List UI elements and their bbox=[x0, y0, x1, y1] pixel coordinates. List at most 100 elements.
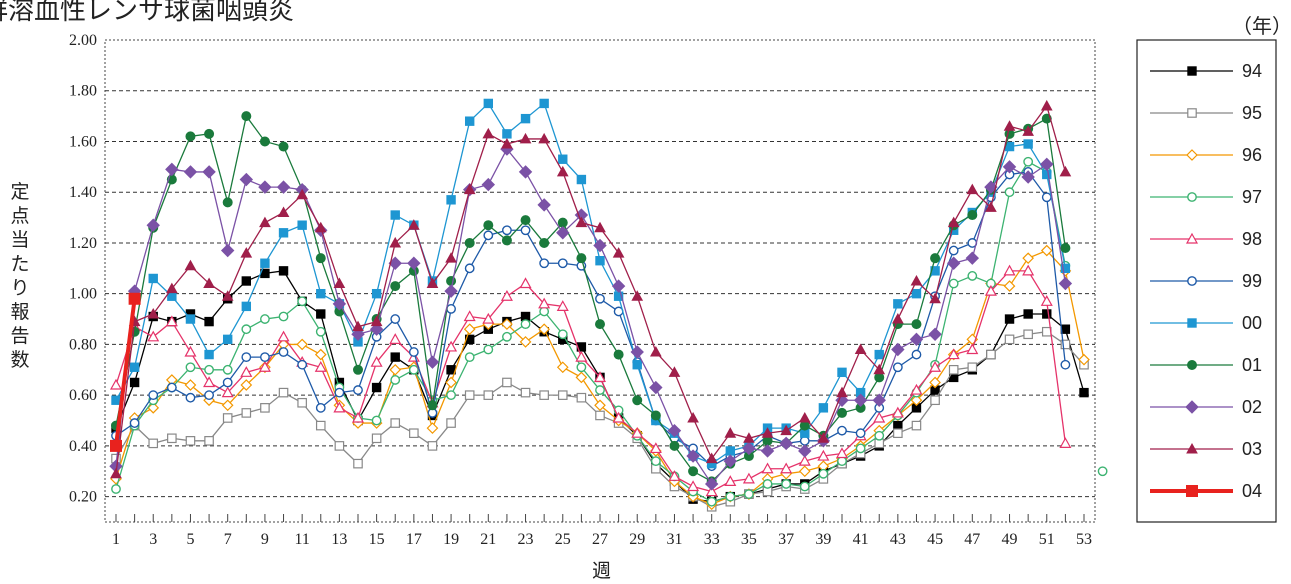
data-point-99 bbox=[483, 230, 494, 241]
data-point-98 bbox=[593, 371, 607, 382]
data-point-95 bbox=[1023, 329, 1033, 340]
data-point-02 bbox=[779, 436, 793, 451]
data-point-98 bbox=[240, 366, 253, 377]
legend-marker bbox=[1187, 360, 1197, 370]
data-point-03 bbox=[873, 363, 886, 375]
data-point-99 bbox=[260, 352, 270, 363]
data-point-97 bbox=[260, 314, 270, 324]
legend-label: 04 bbox=[1242, 481, 1262, 501]
data-point-01 bbox=[204, 128, 215, 139]
data-point-00 bbox=[371, 288, 382, 299]
data-point-99 bbox=[539, 258, 550, 269]
data-point-01 bbox=[669, 440, 680, 451]
y-tick-label: 1.80 bbox=[69, 83, 97, 100]
data-point-02 bbox=[798, 444, 812, 458]
data-point-00 bbox=[520, 113, 531, 124]
data-point-00 bbox=[185, 314, 196, 324]
data-point-95 bbox=[446, 418, 456, 428]
legend-entry-99: 99 bbox=[1150, 271, 1262, 291]
data-point-97 bbox=[185, 362, 196, 373]
y-tick-label: 2.00 bbox=[69, 32, 97, 49]
data-point-95 bbox=[371, 433, 382, 444]
x-tick-label: 1 bbox=[112, 531, 120, 548]
data-point-00 bbox=[316, 288, 326, 299]
data-point-02 bbox=[146, 218, 160, 232]
legend-marker bbox=[1186, 485, 1198, 497]
data-point-96 bbox=[910, 394, 923, 407]
data-point-98 bbox=[445, 340, 458, 352]
legend-label: 99 bbox=[1242, 271, 1262, 291]
x-tick-label: 25 bbox=[555, 531, 571, 548]
data-point-01 bbox=[241, 111, 252, 122]
data-point-03 bbox=[761, 427, 774, 438]
data-point-03 bbox=[891, 313, 904, 324]
series-line-99 bbox=[115, 171, 1067, 467]
data-point-00 bbox=[111, 395, 121, 405]
data-point-00 bbox=[725, 446, 736, 456]
x-tick-label: 7 bbox=[224, 531, 232, 548]
series-99 bbox=[111, 167, 1071, 472]
data-point-96 bbox=[314, 348, 327, 361]
data-point-03 bbox=[352, 320, 364, 332]
x-axis-label: 週 bbox=[592, 560, 612, 582]
legend-marker bbox=[1187, 318, 1197, 328]
data-point-97 bbox=[111, 484, 121, 494]
data-point-98 bbox=[612, 411, 625, 423]
data-point-98 bbox=[724, 475, 737, 487]
data-point-02 bbox=[946, 256, 961, 270]
x-tick-label: 35 bbox=[741, 531, 757, 548]
data-point-98 bbox=[109, 378, 123, 390]
chart-title: 群溶血性レンサ球菌咽頭炎 bbox=[0, 0, 295, 26]
data-point-02 bbox=[165, 162, 179, 177]
data-point-98 bbox=[258, 361, 271, 372]
legend-label: 95 bbox=[1242, 103, 1262, 123]
data-point-03 bbox=[649, 346, 662, 357]
x-tick-label: 39 bbox=[815, 531, 831, 548]
data-point-03 bbox=[780, 424, 793, 436]
x-tick-label: 29 bbox=[629, 531, 645, 548]
legend-label: 02 bbox=[1242, 397, 1262, 417]
data-point-01 bbox=[1041, 113, 1052, 124]
y-tick-label: 0.80 bbox=[69, 336, 97, 353]
grid-lines bbox=[105, 90, 1095, 498]
data-point-96 bbox=[184, 379, 197, 391]
data-point-94 bbox=[390, 352, 400, 362]
data-point-03 bbox=[389, 236, 402, 248]
data-point-02 bbox=[556, 226, 570, 240]
data-point-03 bbox=[1003, 120, 1016, 131]
data-point-00 bbox=[483, 98, 494, 109]
data-point-03 bbox=[836, 386, 848, 398]
data-point-97 bbox=[297, 296, 308, 307]
data-point-00 bbox=[558, 154, 568, 164]
x-tick-label: 45 bbox=[927, 531, 943, 548]
data-point-96 bbox=[929, 376, 941, 389]
data-point-00 bbox=[446, 195, 456, 205]
data-point-01 bbox=[278, 141, 289, 152]
data-point-98 bbox=[929, 361, 942, 372]
legend-marker bbox=[1185, 232, 1199, 244]
data-point-99 bbox=[334, 387, 345, 398]
data-point-02 bbox=[742, 441, 756, 456]
data-point-03 bbox=[854, 343, 867, 354]
data-point-96 bbox=[798, 465, 811, 478]
y-tick-label: 1.20 bbox=[69, 235, 97, 252]
data-point-01 bbox=[1060, 243, 1071, 254]
data-point-00 bbox=[222, 334, 233, 345]
x-tick-label: 23 bbox=[518, 531, 534, 548]
data-point-95 bbox=[185, 436, 196, 446]
data-point-02 bbox=[332, 297, 347, 311]
data-point-98 bbox=[165, 315, 178, 327]
data-point-95 bbox=[1004, 334, 1015, 345]
data-point-03 bbox=[687, 411, 699, 423]
data-point-97 bbox=[967, 271, 978, 281]
x-tick-label: 33 bbox=[704, 531, 720, 548]
data-point-98 bbox=[780, 462, 793, 474]
data-point-02 bbox=[928, 327, 942, 341]
data-point-03 bbox=[482, 127, 495, 139]
legend-marker bbox=[1186, 442, 1198, 454]
data-point-03 bbox=[910, 274, 923, 286]
data-point-01 bbox=[595, 319, 605, 330]
data-point-95 bbox=[167, 433, 177, 444]
data-point-94 bbox=[1004, 314, 1015, 324]
data-point-98 bbox=[631, 426, 644, 438]
